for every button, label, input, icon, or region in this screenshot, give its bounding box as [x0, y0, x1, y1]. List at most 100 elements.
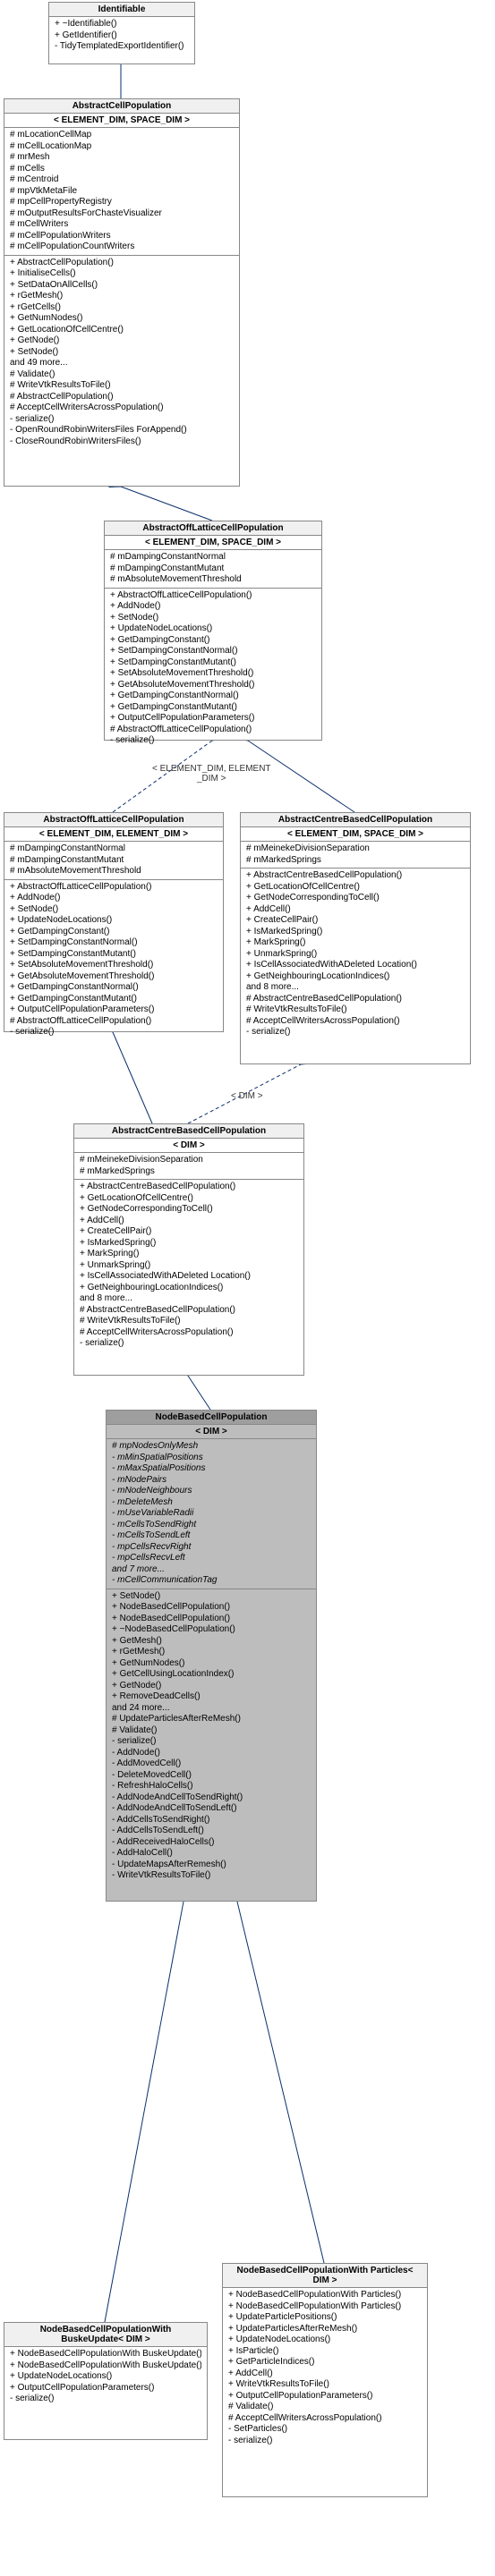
- member-line: and 8 more...: [246, 982, 465, 994]
- member-line: + GetNode(): [10, 335, 234, 347]
- class-title[interactable]: AbstractOffLatticeCellPopulation: [4, 813, 223, 827]
- member-line: # AbstractOffLatticeCellPopulation(): [110, 724, 316, 736]
- member-line: # mOutputResultsForChasteVisualizer: [10, 208, 234, 220]
- class-title[interactable]: NodeBasedCellPopulationWith BuskeUpdate<…: [4, 2323, 207, 2347]
- class-template: < ELEMENT_DIM, SPACE_DIM >: [105, 536, 321, 550]
- member-line: - AddNodeAndCellToSendLeft(): [112, 1803, 311, 1815]
- member-line: # AbstractCentreBasedCellPopulation(): [80, 1305, 298, 1317]
- member-line: # mDampingConstantNormal: [10, 843, 218, 855]
- class-title[interactable]: NodeBasedCellPopulation: [107, 1411, 316, 1425]
- member-line: - serialize(): [228, 2436, 422, 2447]
- attributes-section: # mMeinekeDivisionSeparation# mMarkedSpr…: [74, 1153, 303, 1180]
- member-line: + IsCellAssociatedWithADeleted Location(…: [246, 960, 465, 971]
- class-box-AbstractCentreBasedCellPopulationB[interactable]: AbstractCentreBasedCellPopulation< DIM >…: [73, 1123, 304, 1376]
- member-line: + GetMesh(): [112, 1636, 311, 1648]
- class-template: < DIM >: [74, 1139, 303, 1153]
- member-line: + AddNode(): [110, 601, 316, 613]
- member-line: # UpdateParticlesAfterReMesh(): [112, 1714, 311, 1725]
- member-line: + rGetMesh(): [112, 1647, 311, 1658]
- member-line: + GetNeighbouringLocationIndices(): [246, 971, 465, 983]
- member-line: # mMeinekeDivisionSeparation: [246, 843, 465, 855]
- member-line: + SetDampingConstantMutant(): [110, 657, 316, 669]
- operations-section: + NodeBasedCellPopulationWith Particles(…: [223, 2288, 427, 2448]
- member-line: - UpdateMapsAfterRemesh(): [112, 1860, 311, 1871]
- member-line: - mCellCommunicationTag: [112, 1575, 311, 1587]
- member-line: # mAbsoluteMovementThreshold: [10, 866, 218, 877]
- operations-section: + ~Identifiable()+ GetIdentifier()- Tidy…: [49, 17, 194, 55]
- class-box-Identifiable[interactable]: Identifiable+ ~Identifiable()+ GetIdenti…: [48, 2, 195, 64]
- class-title[interactable]: NodeBasedCellPopulationWith Particles< D…: [223, 2264, 427, 2288]
- member-line: # Validate(): [10, 369, 234, 381]
- member-line: + IsCellAssociatedWithADeleted Location(…: [80, 1271, 298, 1283]
- member-line: + GetDampingConstantMutant(): [110, 702, 316, 714]
- class-box-AbstractOffLatticeCellPopulationB[interactable]: AbstractOffLatticeCellPopulation< ELEMEN…: [4, 812, 224, 1032]
- member-line: - AddReceivedHaloCells(): [112, 1837, 311, 1849]
- operations-section: + AbstractCentreBasedCellPopulation()+ G…: [74, 1180, 303, 1352]
- class-box-NodeBasedCellPopulationWithBuskeUpdate[interactable]: NodeBasedCellPopulationWith BuskeUpdate<…: [4, 2322, 208, 2440]
- member-line: # mDampingConstantNormal: [110, 552, 316, 564]
- member-line: - SetParticles(): [228, 2424, 422, 2436]
- member-line: + IsParticle(): [228, 2346, 422, 2358]
- member-line: # mDampingConstantMutant: [10, 855, 218, 867]
- member-line: - OpenRoundRobinWritersFiles ForAppend(): [10, 425, 234, 436]
- class-title[interactable]: AbstractCellPopulation: [4, 99, 239, 114]
- member-line: + OutputCellPopulationParameters(): [10, 1004, 218, 1016]
- class-box-NodeBasedCellPopulationWithParticles[interactable]: NodeBasedCellPopulationWith Particles< D…: [222, 2263, 428, 2497]
- member-line: # AcceptCellWritersAcrossPopulation(): [80, 1327, 298, 1339]
- member-line: + GetDampingConstant(): [10, 927, 218, 938]
- class-template: < ELEMENT_DIM, SPACE_DIM >: [4, 114, 239, 128]
- member-line: + AddCell(): [246, 904, 465, 916]
- member-line: + GetParticleIndices(): [228, 2357, 422, 2368]
- member-line: # mMarkedSprings: [80, 1166, 298, 1178]
- member-line: + NodeBasedCellPopulation(): [112, 1614, 311, 1625]
- class-title[interactable]: AbstractCentreBasedCellPopulation: [74, 1124, 303, 1139]
- class-diagram-canvas: Identifiable+ ~Identifiable()+ GetIdenti…: [0, 0, 495, 2576]
- member-line: + CreateCellPair(): [246, 915, 465, 927]
- member-line: + WriteVtkResultsToFile(): [228, 2379, 422, 2391]
- class-box-AbstractCellPopulation[interactable]: AbstractCellPopulation< ELEMENT_DIM, SPA…: [4, 98, 240, 487]
- class-title[interactable]: AbstractCentreBasedCellPopulation: [241, 813, 470, 827]
- member-line: # mpVtkMetaFile: [10, 186, 234, 198]
- member-line: - TidyTemplatedExportIdentifier(): [55, 41, 189, 53]
- member-line: # mpNodesOnlyMesh: [112, 1441, 311, 1453]
- member-line: # mDampingConstantMutant: [110, 564, 316, 575]
- member-line: + UpdateNodeLocations(): [10, 2371, 201, 2383]
- member-line: - serialize(): [112, 1736, 311, 1748]
- member-line: + NodeBasedCellPopulationWith BuskeUpdat…: [10, 2360, 201, 2372]
- member-line: + SetNode(): [10, 904, 218, 916]
- member-line: + InitialiseCells(): [10, 268, 234, 280]
- member-line: - mNodePairs: [112, 1475, 311, 1487]
- member-line: + OutputCellPopulationParameters(): [10, 2383, 201, 2394]
- member-line: - mCellsToSendRight: [112, 1520, 311, 1531]
- class-box-AbstractOffLatticeCellPopulationA[interactable]: AbstractOffLatticeCellPopulation< ELEMEN…: [104, 521, 322, 741]
- member-line: - serialize(): [10, 2394, 201, 2405]
- member-line: - mpCellsRecvRight: [112, 1542, 311, 1554]
- member-line: + GetLocationOfCellCentre(): [246, 882, 465, 894]
- member-line: + GetAbsoluteMovementThreshold(): [110, 680, 316, 691]
- member-line: # mCellPopulationCountWriters: [10, 242, 234, 253]
- member-line: - mDeleteMesh: [112, 1497, 311, 1509]
- class-title[interactable]: AbstractOffLatticeCellPopulation: [105, 521, 321, 536]
- member-line: + GetNumNodes(): [10, 313, 234, 325]
- member-line: - mNodeNeighbours: [112, 1486, 311, 1497]
- member-line: + GetLocationOfCellCentre(): [80, 1193, 298, 1205]
- member-line: # AbstractCentreBasedCellPopulation(): [246, 994, 465, 1005]
- member-line: + NodeBasedCellPopulation(): [112, 1602, 311, 1614]
- member-line: + UpdateParticlePositions(): [228, 2312, 422, 2324]
- member-line: - mUseVariableRadii: [112, 1508, 311, 1520]
- member-line: and 8 more...: [80, 1293, 298, 1305]
- member-line: + ~NodeBasedCellPopulation(): [112, 1624, 311, 1636]
- member-line: # mAbsoluteMovementThreshold: [110, 574, 316, 586]
- member-line: - WriteVtkResultsToFile(): [112, 1870, 311, 1882]
- class-box-AbstractCentreBasedCellPopulationA[interactable]: AbstractCentreBasedCellPopulation< ELEME…: [240, 812, 471, 1064]
- attributes-section: # mDampingConstantNormal# mDampingConsta…: [105, 550, 321, 589]
- member-line: # AbstractOffLatticeCellPopulation(): [10, 1016, 218, 1028]
- class-template: < ELEMENT_DIM, SPACE_DIM >: [241, 827, 470, 842]
- member-line: + AbstractOffLatticeCellPopulation(): [10, 882, 218, 894]
- member-line: + AbstractCentreBasedCellPopulation(): [80, 1182, 298, 1193]
- member-line: + OutputCellPopulationParameters(): [110, 713, 316, 724]
- member-line: - AddCellsToSendLeft(): [112, 1826, 311, 1837]
- member-line: + SetNode(): [110, 613, 316, 624]
- class-box-NodeBasedCellPopulation[interactable]: NodeBasedCellPopulation< DIM ># mpNodesO…: [106, 1410, 317, 1902]
- class-title[interactable]: Identifiable: [49, 3, 194, 17]
